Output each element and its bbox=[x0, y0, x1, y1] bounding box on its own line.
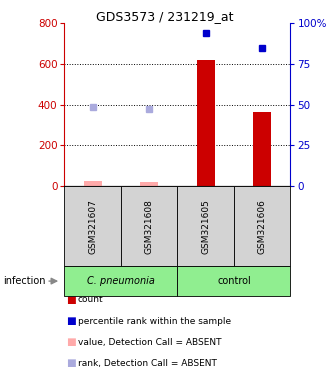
Text: ■: ■ bbox=[66, 295, 76, 305]
Text: ■: ■ bbox=[66, 358, 76, 368]
Text: GSM321606: GSM321606 bbox=[258, 199, 267, 253]
Text: control: control bbox=[217, 276, 251, 286]
Text: ■: ■ bbox=[66, 316, 76, 326]
Text: GSM321605: GSM321605 bbox=[201, 199, 210, 253]
Text: count: count bbox=[78, 295, 103, 305]
Text: infection: infection bbox=[3, 276, 46, 286]
Text: percentile rank within the sample: percentile rank within the sample bbox=[78, 316, 231, 326]
Bar bbox=[253, 112, 271, 186]
Text: GDS3573 / 231219_at: GDS3573 / 231219_at bbox=[96, 10, 234, 23]
Text: GSM321607: GSM321607 bbox=[88, 199, 97, 253]
Text: GSM321608: GSM321608 bbox=[145, 199, 154, 253]
Bar bbox=[140, 182, 158, 186]
Text: C. pneumonia: C. pneumonia bbox=[87, 276, 155, 286]
Text: value, Detection Call = ABSENT: value, Detection Call = ABSENT bbox=[78, 338, 221, 347]
Text: ■: ■ bbox=[66, 337, 76, 347]
Bar bbox=[83, 181, 102, 186]
Bar bbox=[197, 60, 215, 186]
Text: rank, Detection Call = ABSENT: rank, Detection Call = ABSENT bbox=[78, 359, 216, 368]
